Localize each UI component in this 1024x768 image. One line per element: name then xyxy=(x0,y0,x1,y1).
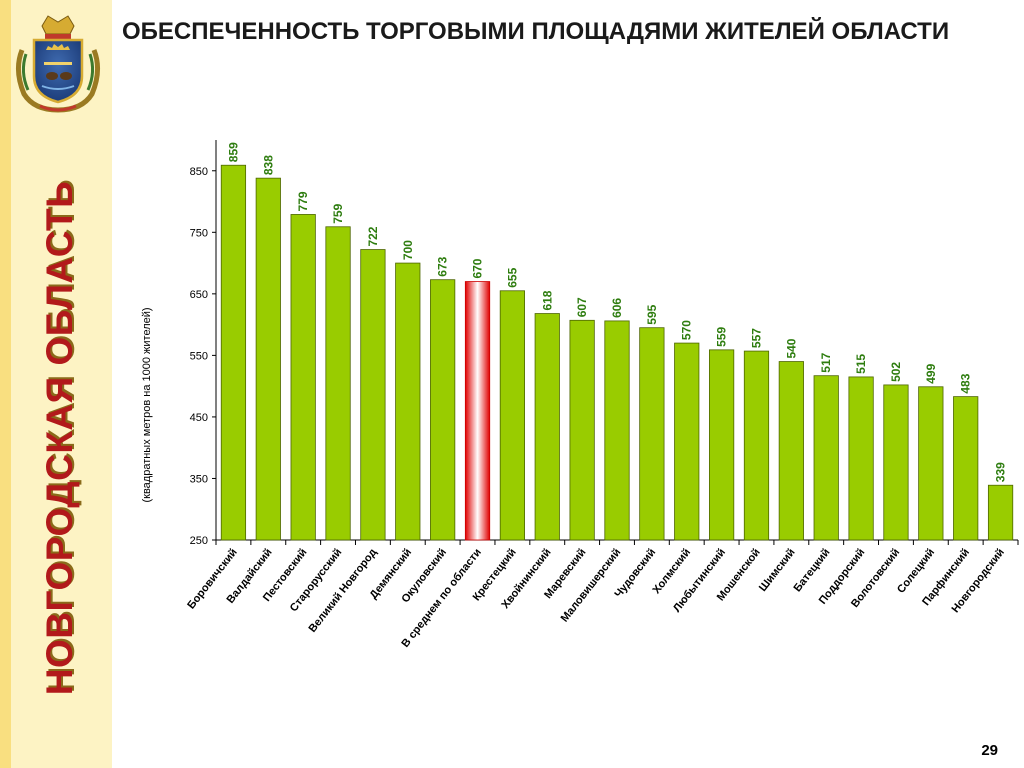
bar-value-label: 759 xyxy=(331,203,345,223)
bars: 859 838 779 759 722 700 673 670 655 618 607 606 595 5… xyxy=(220,142,1014,541)
bar xyxy=(290,214,316,541)
x-axis-labels: БоровичскийВалдайскийПестовскийСтарорусс… xyxy=(185,546,1007,649)
y-tick-label: 850 xyxy=(190,166,208,178)
bar-value-label: 499 xyxy=(924,363,938,383)
bar xyxy=(220,164,247,541)
bar xyxy=(430,279,456,541)
bar xyxy=(255,177,281,541)
bar xyxy=(325,226,351,541)
bar xyxy=(987,484,1014,541)
y-tick-label: 250 xyxy=(190,535,208,547)
bar-value-label: 502 xyxy=(889,362,903,382)
bar xyxy=(534,313,560,541)
bar-value-label: 779 xyxy=(296,191,310,211)
bar-value-label: 618 xyxy=(540,290,554,310)
bar xyxy=(464,281,491,541)
bar-value-label: 483 xyxy=(959,373,973,393)
page-number: 29 xyxy=(981,742,998,759)
coat-of-arms-icon xyxy=(16,15,100,113)
bar-value-label: 517 xyxy=(819,352,833,372)
y-tick-label: 650 xyxy=(190,289,208,301)
y-tick-label: 450 xyxy=(190,412,208,424)
bar xyxy=(569,319,595,541)
bar xyxy=(918,386,944,541)
bar xyxy=(360,249,386,541)
bar xyxy=(953,396,979,541)
bar xyxy=(604,320,630,541)
bar-value-label: 722 xyxy=(366,226,380,246)
bar-value-label: 655 xyxy=(505,267,519,287)
bar-value-label: 700 xyxy=(401,240,415,260)
sidebar-edge xyxy=(0,0,11,768)
bar-value-label: 339 xyxy=(994,462,1008,482)
bar-value-label: 673 xyxy=(436,256,450,276)
bar xyxy=(499,290,525,541)
bar-value-label: 595 xyxy=(645,304,659,324)
bar xyxy=(674,342,700,541)
y-axis-label: (квадратных метров на 1000 жителей) xyxy=(141,307,153,502)
y-tick-label: 550 xyxy=(190,350,208,362)
sidebar: НОВГОРОДСКАЯ ОБЛАСТЬ xyxy=(0,0,112,768)
region-name: НОВГОРОДСКАЯ ОБЛАСТЬ xyxy=(39,180,80,696)
bar-value-label: 859 xyxy=(226,142,240,162)
bar-value-label: 570 xyxy=(680,320,694,340)
bar-value-label: 607 xyxy=(575,297,589,317)
bar-value-label: 557 xyxy=(749,328,763,348)
bar xyxy=(709,349,735,541)
bar xyxy=(848,376,874,541)
bar xyxy=(778,361,804,541)
slide-title: ОБЕСПЕЧЕННОСТЬ ТОРГОВЫМИ ПЛОЩАДЯМИ ЖИТЕЛ… xyxy=(122,18,950,45)
bar-value-label: 606 xyxy=(610,298,624,318)
bar-value-label: 838 xyxy=(261,155,275,175)
category-label: Маловишерский xyxy=(559,546,624,624)
bar-value-label: 515 xyxy=(854,354,868,374)
category-label: Великий Новгород xyxy=(307,546,380,634)
y-tick-label: 350 xyxy=(190,473,208,485)
bar xyxy=(813,375,839,541)
bar-value-label: 670 xyxy=(471,258,485,278)
y-tick-label: 750 xyxy=(190,227,208,239)
bar xyxy=(639,327,665,541)
bar-value-label: 540 xyxy=(784,338,798,358)
bar-value-label: 559 xyxy=(715,326,729,346)
bar xyxy=(743,350,770,541)
bar xyxy=(395,262,421,541)
bar xyxy=(883,384,909,541)
bar-chart: (квадратных метров на 1000 жителей) 250 3… xyxy=(141,140,1019,650)
